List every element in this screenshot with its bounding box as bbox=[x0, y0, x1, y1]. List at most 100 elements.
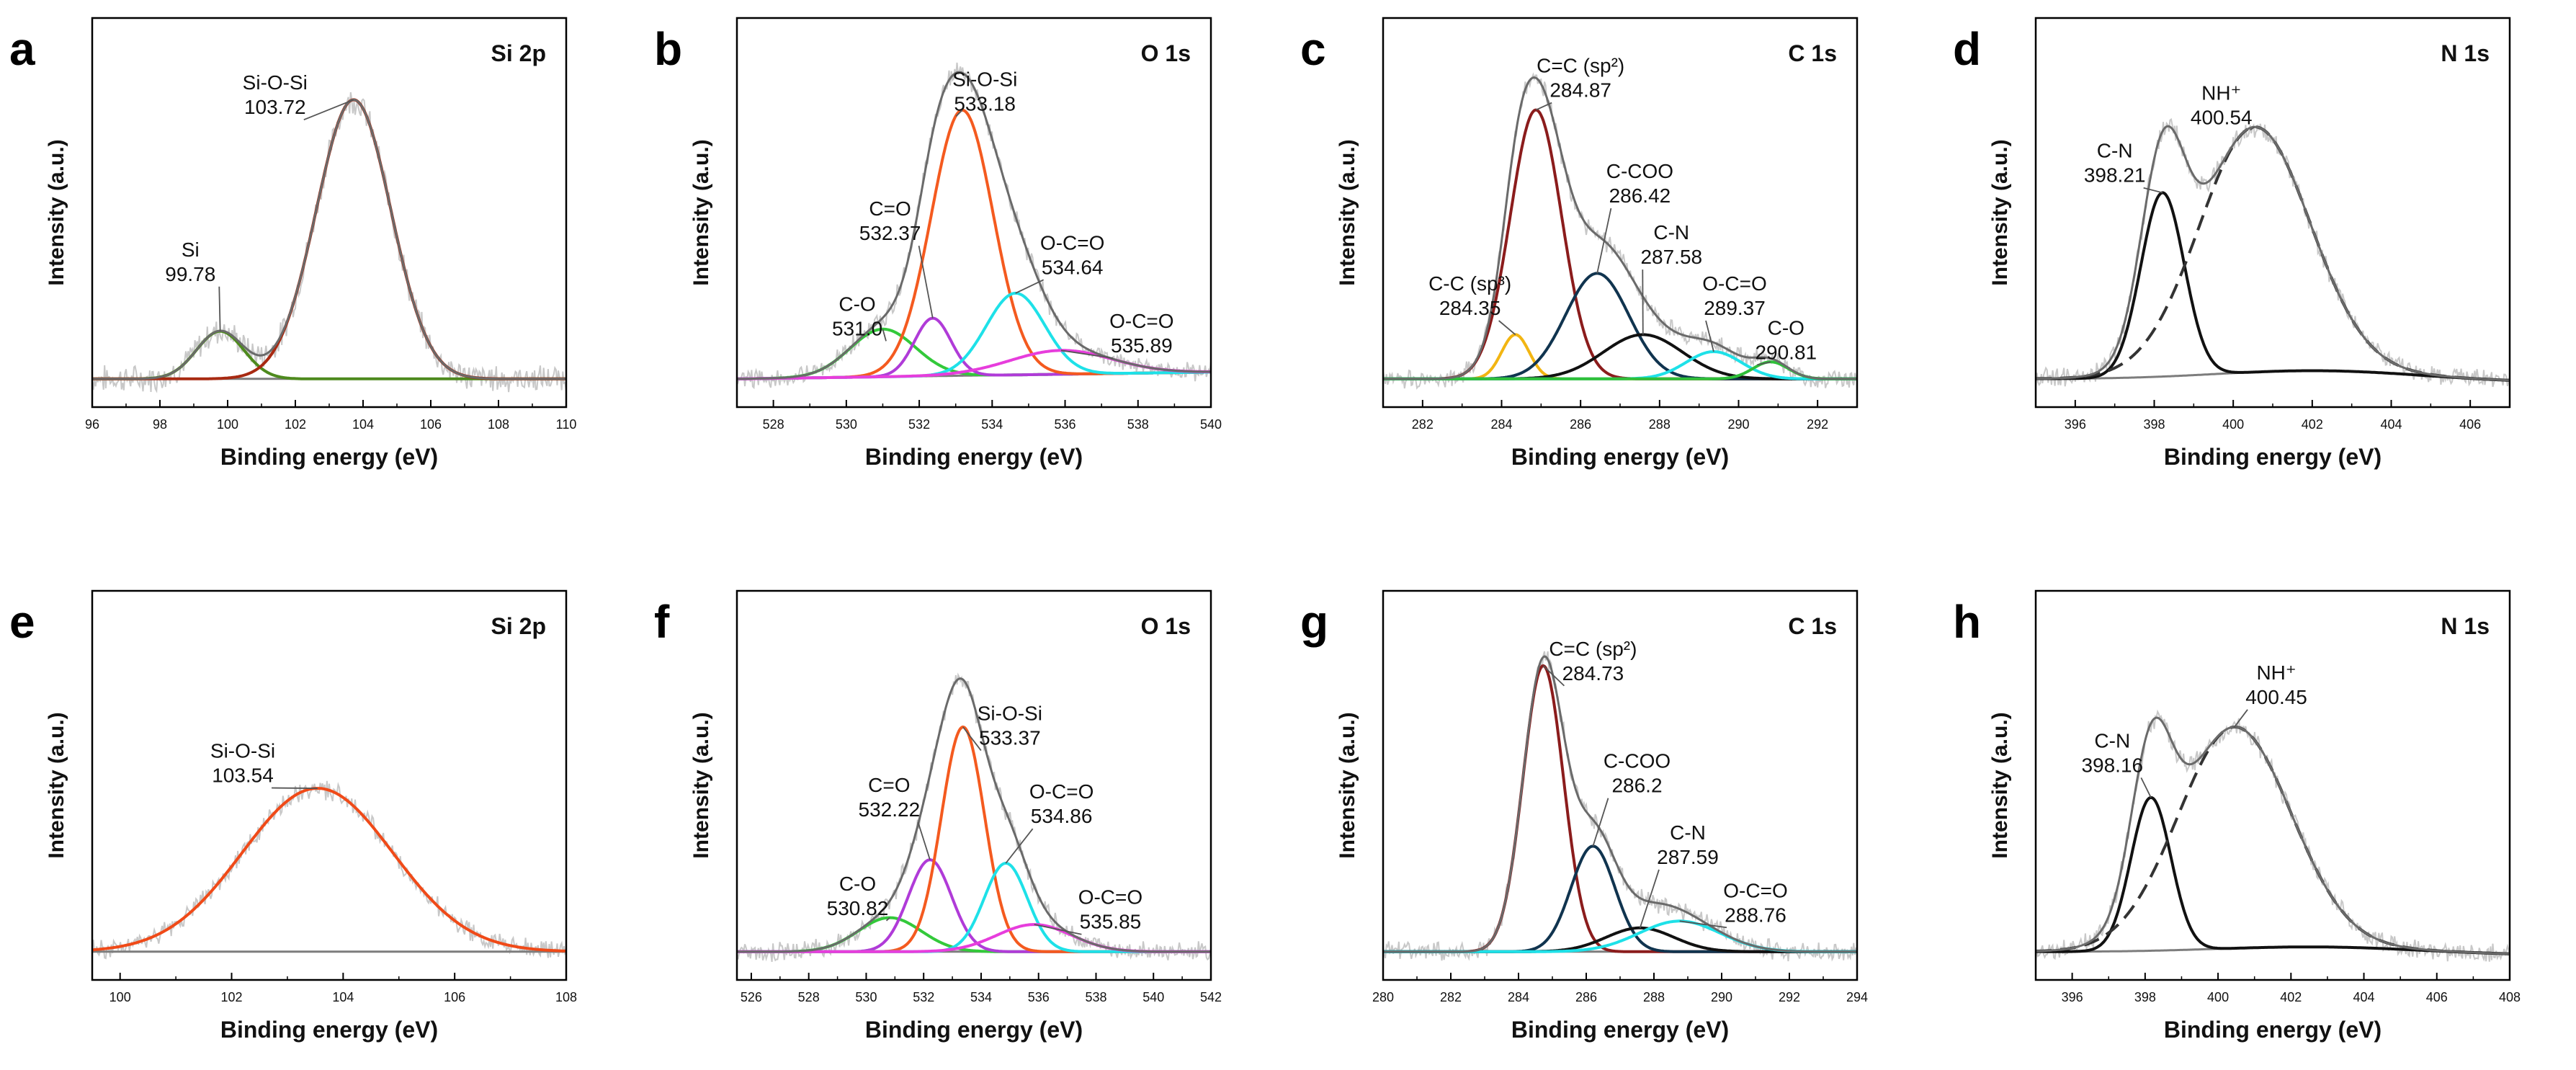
x-tick-label: 526 bbox=[741, 990, 762, 1004]
x-tick-label: 538 bbox=[1127, 417, 1149, 432]
peak-label-name: C-N bbox=[2094, 729, 2130, 752]
x-tick-label: 406 bbox=[2426, 990, 2448, 1004]
envelope-line bbox=[2036, 125, 2510, 382]
x-tick-label: 530 bbox=[836, 417, 857, 432]
peak-label-value: 531.0 bbox=[832, 317, 882, 339]
peak-label-value: 535.89 bbox=[1111, 334, 1173, 357]
peak-label-value: 530.82 bbox=[827, 897, 889, 919]
x-tick-label: 538 bbox=[1085, 990, 1106, 1004]
raw-spectrum-line bbox=[92, 780, 566, 960]
peak-label-value: 284.87 bbox=[1549, 79, 1611, 102]
peak-leader-line bbox=[1005, 828, 1034, 864]
x-tick-label: 398 bbox=[2143, 417, 2165, 432]
x-tick-label: 532 bbox=[913, 990, 934, 1004]
peak-leader-line bbox=[1705, 320, 1714, 352]
peak-leader-line bbox=[1642, 269, 1644, 335]
peak-leader-line bbox=[917, 821, 931, 860]
panel-letter: f bbox=[654, 596, 670, 648]
x-tick-label: 280 bbox=[1372, 990, 1394, 1004]
peak-leader-line bbox=[1639, 869, 1660, 929]
peak-leader-line bbox=[1498, 320, 1516, 336]
x-tick-label: 406 bbox=[2459, 417, 2481, 432]
peak-label-name: Si-O-Si bbox=[978, 703, 1042, 725]
x-tick-label: 404 bbox=[2380, 417, 2402, 432]
peak-label-value: 288.76 bbox=[1725, 904, 1786, 926]
peak-label-name: C=O bbox=[868, 774, 910, 796]
axes-frame bbox=[91, 17, 568, 409]
x-axis-label: Binding energy (eV) bbox=[220, 444, 438, 470]
peak-leader-line bbox=[1034, 924, 1082, 935]
peak-label-value: 284.73 bbox=[1562, 662, 1624, 685]
envelope-line bbox=[2036, 716, 2510, 955]
x-tick-label: 396 bbox=[2062, 990, 2083, 1004]
x-tick-label: 102 bbox=[285, 417, 306, 432]
peak-label-value: 99.78 bbox=[165, 263, 215, 285]
peak-label-name: NH⁺ bbox=[2201, 81, 2241, 104]
x-axis-label: Binding energy (eV) bbox=[220, 1017, 438, 1043]
peak-label-value: 532.37 bbox=[859, 222, 921, 244]
peak-label-value: 398.16 bbox=[2081, 754, 2143, 776]
peak-leader-line bbox=[955, 110, 963, 117]
x-tick-label: 402 bbox=[2302, 417, 2323, 432]
peak-label-name: C-COO bbox=[1606, 160, 1673, 182]
peak-label-name: Si bbox=[182, 238, 200, 261]
peak-leader-line bbox=[2234, 709, 2248, 728]
x-axis-label: Binding energy (eV) bbox=[865, 444, 1083, 470]
panel-title: N 1s bbox=[2441, 613, 2490, 639]
peak-label-value: 290.81 bbox=[1755, 341, 1817, 363]
x-tick-label: 290 bbox=[1711, 990, 1732, 1004]
x-tick-label: 294 bbox=[1846, 990, 1868, 1004]
y-axis-label: Intensity (a.u.) bbox=[689, 712, 713, 858]
peak-leader-line bbox=[918, 245, 934, 318]
x-axis-label: Binding energy (eV) bbox=[2164, 444, 2382, 470]
peak-label-name: O-C=O bbox=[1702, 272, 1766, 295]
peak-leader-line bbox=[2250, 126, 2255, 131]
peak-leader-line bbox=[218, 286, 221, 331]
x-axis-label: Binding energy (eV) bbox=[1511, 444, 1729, 470]
peak-leader-line bbox=[272, 787, 318, 789]
panel-letter: d bbox=[1953, 23, 1981, 75]
peak-leader-line bbox=[1060, 349, 1113, 359]
x-tick-label: 100 bbox=[217, 417, 238, 432]
peak-label-value: 398.21 bbox=[2084, 164, 2146, 187]
peak-leader-line bbox=[2140, 777, 2152, 798]
peak-label-value: 287.59 bbox=[1657, 846, 1719, 868]
x-tick-label: 540 bbox=[1200, 417, 1222, 432]
x-tick-label: 288 bbox=[1643, 990, 1665, 1004]
x-tick-label: 536 bbox=[1055, 417, 1076, 432]
peak-label-name: C=C (sp²) bbox=[1549, 638, 1637, 660]
raw-spectrum-line bbox=[92, 92, 566, 393]
peak-label-name: O-C=O bbox=[1040, 231, 1104, 254]
x-tick-label: 404 bbox=[2353, 990, 2375, 1004]
x-tick-label: 540 bbox=[1142, 990, 1164, 1004]
plot-area bbox=[1383, 72, 1857, 390]
peak-label-name: C-O bbox=[839, 873, 876, 895]
plot-area bbox=[2036, 117, 2510, 388]
peak-leader-line bbox=[1542, 665, 1565, 687]
panel-title: C 1s bbox=[1788, 613, 1837, 639]
xps-panel-f: 526 528 530 532 534 536 538 540 542 Binding energ… bbox=[654, 589, 1222, 1043]
axes-frame bbox=[91, 589, 568, 981]
x-tick-label: 290 bbox=[1727, 417, 1749, 432]
x-axis-label: Binding energy (eV) bbox=[865, 1017, 1083, 1043]
peak-c-n bbox=[2036, 191, 2510, 382]
plot-area bbox=[92, 92, 566, 393]
peak-label-name: Si-O-Si bbox=[243, 71, 308, 94]
x-tick-label: 528 bbox=[798, 990, 820, 1004]
peak-leader-line bbox=[303, 99, 354, 121]
x-tick-label: 106 bbox=[420, 417, 442, 432]
peak-label-value: 286.42 bbox=[1609, 184, 1671, 207]
x-tick-label: 408 bbox=[2499, 990, 2521, 1004]
x-tick-label: 400 bbox=[2207, 990, 2229, 1004]
peak-label-value: 287.58 bbox=[1640, 246, 1702, 268]
panel-title: N 1s bbox=[2441, 40, 2490, 66]
peak-c-o bbox=[1383, 360, 1857, 380]
y-axis-label: Intensity (a.u.) bbox=[1988, 139, 2012, 285]
xps-panel-d: 396 398 400 402 404 406 Binding energy (eV) Int… bbox=[1953, 17, 2511, 470]
xps-panel-c: 282 284 286 288 290 292 Binding energy (eV) Int… bbox=[1300, 17, 1859, 470]
peak-label-name: C-N bbox=[1670, 821, 1706, 844]
panel-title: Si 2p bbox=[491, 40, 546, 66]
x-tick-label: 106 bbox=[444, 990, 465, 1004]
x-tick-label: 398 bbox=[2134, 990, 2156, 1004]
